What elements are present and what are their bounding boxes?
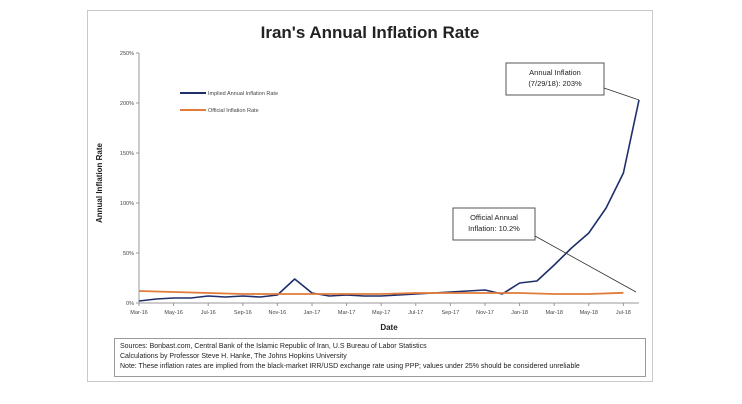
- y-axis-label: Annual Inflation Rate: [95, 142, 104, 223]
- note-line: Note: These inflation rates are implied …: [120, 363, 580, 370]
- y-tick-label: 150%: [120, 151, 134, 157]
- x-tick-label: Mar-17: [338, 310, 355, 316]
- x-tick-label: Mar-18: [545, 310, 562, 316]
- y-tick-label: 250%: [120, 51, 134, 57]
- y-tick-label: 100%: [120, 201, 134, 207]
- legend-label-official: Official Inflation Rate: [208, 108, 259, 114]
- annotation-official-line1: Official Annual: [470, 213, 518, 222]
- chart-frame: Iran's Annual Inflation Rate 0% 50% 100% 15…: [87, 10, 653, 382]
- x-tick-label: Jul-18: [616, 310, 631, 316]
- y-tick-label: 200%: [120, 101, 134, 107]
- chart-title: Iran's Annual Inflation Rate: [260, 23, 480, 42]
- x-tick-label: Jan-18: [511, 310, 528, 316]
- x-tick-label: May-18: [580, 310, 598, 316]
- annotation-implied: Annual Inflation (7/29/18): 203%: [505, 62, 640, 101]
- annotation-implied-line2: (7/29/18): 203%: [528, 79, 582, 88]
- y-tick-label: 50%: [123, 251, 134, 257]
- x-tick-label: Jul-17: [408, 310, 423, 316]
- legend: Implied Annual Inflation Rate Official I…: [180, 91, 278, 114]
- annotation-official-line2: Inflation: 10.2%: [468, 224, 520, 233]
- legend-label-implied: Implied Annual Inflation Rate: [208, 91, 278, 97]
- x-tick-label: Nov-17: [476, 310, 494, 316]
- x-tick-label: May-17: [372, 310, 390, 316]
- x-tick-label: Jul-16: [201, 310, 216, 316]
- x-tick-label: Mar-16: [130, 310, 147, 316]
- sources-box: Sources: Bonbast.com, Central Bank of th…: [114, 338, 646, 377]
- series-line-implied: [138, 99, 640, 302]
- chart-plot: 0% 50% 100% 150% 200% 250% Mar-16 May-16 Jul-16…: [95, 51, 640, 331]
- x-tick-label: May-16: [164, 310, 182, 316]
- calculations-line: Calculations by Professor Steve H. Hanke…: [120, 353, 347, 360]
- series-line-official: [138, 290, 624, 295]
- x-axis-label: Date: [380, 323, 398, 331]
- y-tick-label: 0%: [126, 301, 134, 307]
- x-tick-label: Jan-17: [304, 310, 321, 316]
- annotation-official: Official Annual Inflation: 10.2%: [452, 207, 637, 293]
- x-tick-label: Sep-16: [234, 310, 252, 316]
- annotation-implied-line1: Annual Inflation: [529, 68, 581, 77]
- x-tick-label: Nov-16: [269, 310, 287, 316]
- sources-line: Sources: Bonbast.com, Central Bank of th…: [120, 343, 427, 350]
- x-tick-label: Sep-17: [442, 310, 460, 316]
